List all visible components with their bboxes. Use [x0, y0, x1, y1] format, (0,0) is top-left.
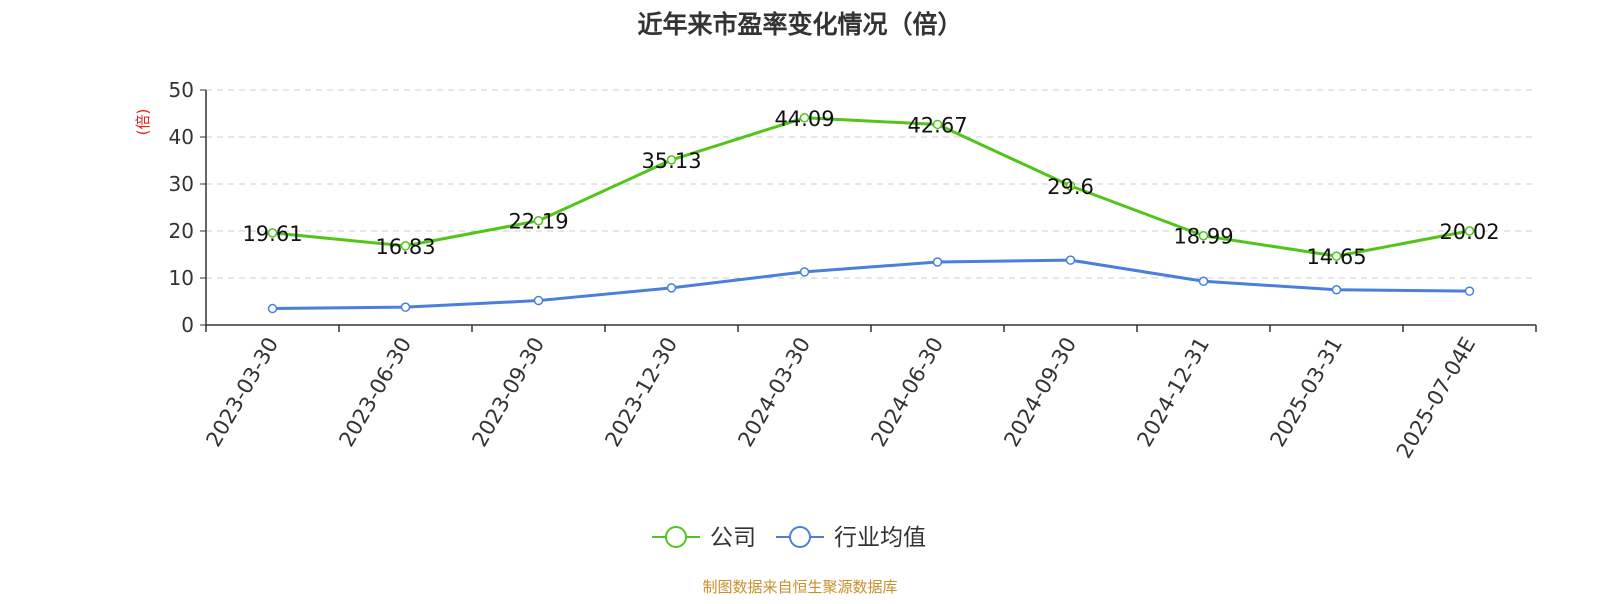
- data-point: [666, 155, 677, 165]
- legend-swatch-marker: [789, 526, 811, 548]
- series-line: [272, 116, 1470, 258]
- legend-item: 公司: [652, 525, 756, 551]
- data-label: 16.83: [375, 235, 435, 259]
- data-label: 22.19: [508, 210, 568, 234]
- data-point: [1464, 226, 1475, 236]
- x-tick-label: 2024-03-30: [733, 333, 815, 451]
- data-point: [666, 283, 677, 293]
- x-tick-label: 2023-12-30: [600, 333, 682, 451]
- data-point: [400, 302, 411, 312]
- data-point: [1464, 286, 1475, 296]
- data-point: [533, 295, 544, 306]
- grid-lines: [206, 89, 1536, 279]
- data-point: [533, 215, 544, 226]
- data-point: [799, 267, 810, 277]
- data-label: 14.65: [1306, 245, 1366, 269]
- data-point: [267, 303, 278, 314]
- legend: 公司 行业均值: [652, 525, 926, 551]
- legend-item: 行业均值: [776, 525, 926, 551]
- x-tick-label: 2023-09-30: [467, 333, 549, 451]
- legend-swatch-marker: [665, 526, 687, 548]
- data-labels: 19.61 16.83 22.19 35.13 44.09 42.67 29.6 18.99 1…: [242, 107, 1499, 269]
- data-point: [1065, 181, 1076, 191]
- x-tick-label: 2023-06-30: [334, 333, 416, 451]
- data-point: [932, 257, 943, 267]
- data-point: [1065, 255, 1076, 265]
- data-label: 42.67: [907, 113, 967, 137]
- y-tick-label: 30: [169, 172, 194, 196]
- data-point: [1198, 276, 1209, 287]
- x-tick-label: 2024-09-30: [999, 333, 1081, 451]
- x-tick-label: 2025-03-31: [1265, 333, 1347, 451]
- data-label: 19.61: [242, 222, 302, 246]
- data-label: 35.13: [641, 149, 701, 173]
- x-tick-label: 2024-06-30: [866, 333, 948, 451]
- series-layer: [267, 113, 1475, 314]
- axes: 0 10 20 30 40 50 2023-03-30 2023-06-30 2023-09-3…: [169, 78, 1537, 462]
- data-point: [400, 241, 411, 251]
- x-tick-label: 2023-03-30: [201, 333, 283, 451]
- data-point: [799, 113, 810, 123]
- x-tick-label: 2024-12-31: [1132, 333, 1214, 451]
- y-axis-label: (倍): [134, 109, 152, 136]
- y-tick-label: 50: [169, 78, 194, 102]
- data-point: [932, 119, 943, 130]
- data-point: [1331, 285, 1342, 295]
- chart-title: 近年来市盈率变化情况（倍）: [637, 10, 962, 39]
- y-tick-label: 0: [181, 313, 194, 337]
- legend-label: 行业均值: [834, 525, 926, 551]
- y-tick-label: 40: [169, 125, 194, 149]
- y-tick-label: 10: [169, 266, 194, 290]
- data-label: 44.09: [774, 107, 834, 131]
- source-footnote: 制图数据来自恒生聚源数据库: [702, 578, 897, 596]
- series-line: [272, 258, 1470, 311]
- data-point: [1331, 251, 1342, 261]
- data-point: [1198, 230, 1209, 241]
- y-tick-label: 20: [169, 219, 194, 243]
- legend-label: 公司: [710, 525, 756, 551]
- data-label: 29.6: [1047, 175, 1094, 199]
- data-label: 20.02: [1439, 220, 1499, 244]
- data-point: [267, 228, 278, 238]
- x-tick-label: 2025-07-04E: [1392, 333, 1480, 462]
- data-label: 18.99: [1173, 225, 1233, 249]
